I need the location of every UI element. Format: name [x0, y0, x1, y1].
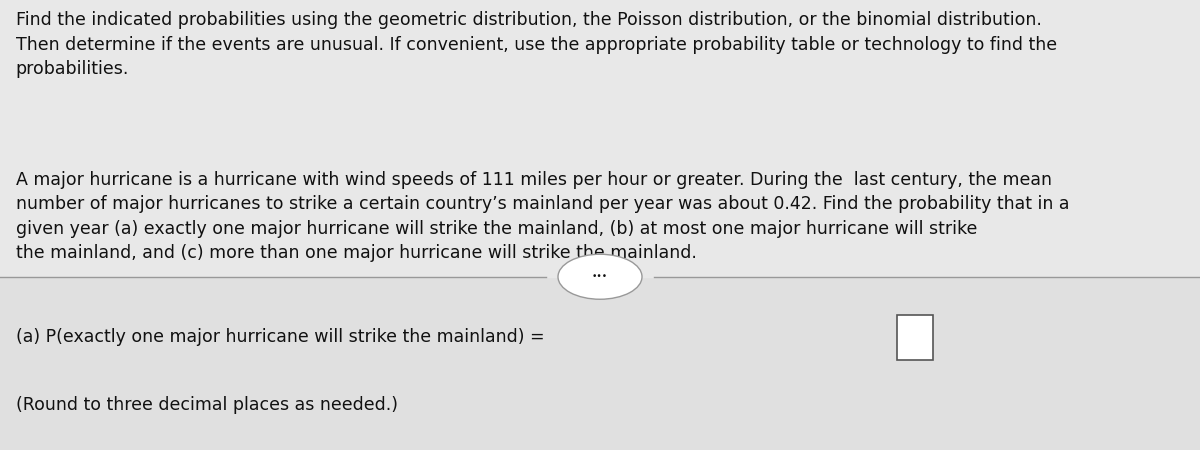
Text: A major hurricane is a hurricane with wind speeds of 111 miles per hour or great: A major hurricane is a hurricane with wi…	[16, 171, 1069, 262]
Text: (Round to three decimal places as needed.): (Round to three decimal places as needed…	[16, 396, 397, 414]
FancyBboxPatch shape	[898, 315, 934, 360]
Text: •••: •••	[592, 272, 608, 281]
Text: (a) P(exactly one major hurricane will strike the mainland) =: (a) P(exactly one major hurricane will s…	[16, 328, 545, 346]
Text: Find the indicated probabilities using the geometric distribution, the Poisson d: Find the indicated probabilities using t…	[16, 11, 1057, 78]
Ellipse shape	[558, 254, 642, 299]
